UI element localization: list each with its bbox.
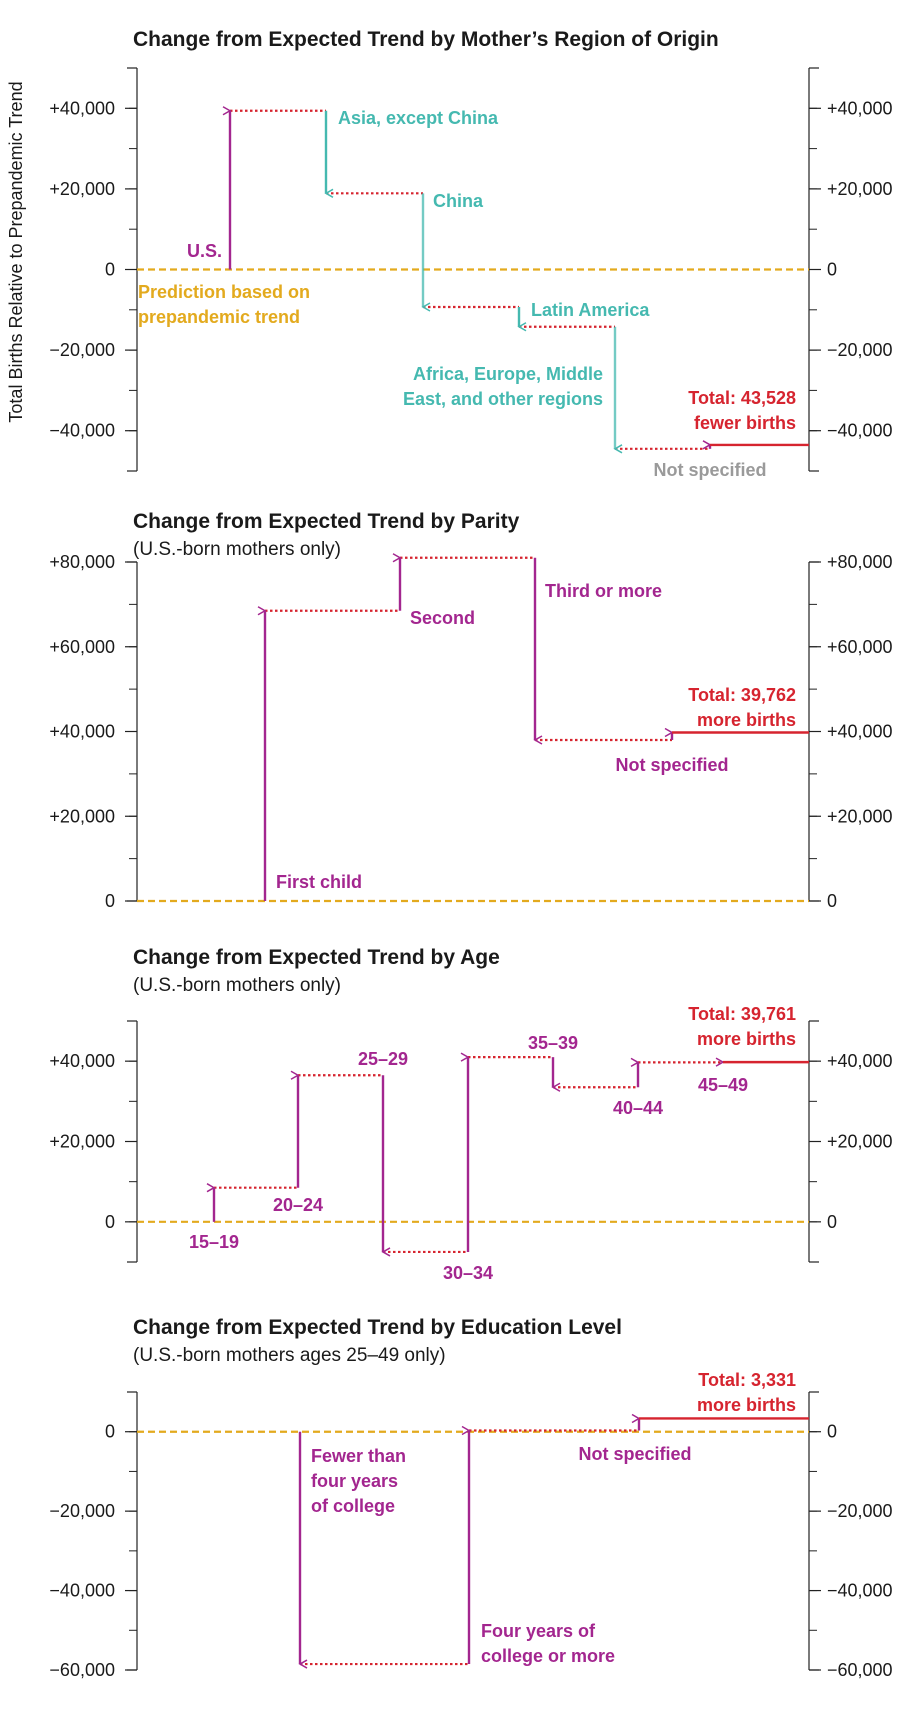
right-tick-label: +40,000 <box>827 1051 893 1071</box>
left-tick-label: −60,000 <box>49 1660 115 1680</box>
step-label: Not specified <box>615 755 728 775</box>
right-tick-label: −20,000 <box>827 1501 893 1521</box>
step-label: China <box>433 191 484 211</box>
chart-education: Change from Expected Trend by Education … <box>49 1316 892 1680</box>
chart-age: Change from Expected Trend by Age (U.S.-… <box>49 946 892 1283</box>
right-tick-label: +40,000 <box>827 98 893 118</box>
left-tick-label: +40,000 <box>49 1051 115 1071</box>
total-label: more births <box>697 710 796 730</box>
chart-title: Change from Expected Trend by Mother’s R… <box>133 28 719 51</box>
step-label: 35–39 <box>528 1033 578 1053</box>
right-tick-label: +20,000 <box>827 806 893 826</box>
step-label: Third or more <box>545 581 662 601</box>
right-tick-label: −60,000 <box>827 1660 893 1680</box>
y-axis-label: Total Births Relative to Prepandemic Tre… <box>6 81 26 422</box>
left-tick-label: 0 <box>105 260 115 280</box>
right-tick-label: +60,000 <box>827 637 893 657</box>
left-tick-label: −40,000 <box>49 421 115 441</box>
step-label: Not specified <box>578 1444 691 1464</box>
step-label: college or more <box>481 1646 615 1666</box>
total-label: more births <box>697 1395 796 1415</box>
chart-title: Change from Expected Trend by Parity <box>133 510 520 533</box>
step-label: Africa, Europe, Middle <box>413 364 603 384</box>
chart-parity: Change from Expected Trend by Parity (U.… <box>49 510 892 911</box>
left-tick-label: +20,000 <box>49 806 115 826</box>
step-label: Asia, except China <box>338 108 499 128</box>
left-tick-label: −20,000 <box>49 1501 115 1521</box>
step-label: 20–24 <box>273 1195 323 1215</box>
right-tick-label: 0 <box>827 1422 837 1442</box>
left-tick-label: +40,000 <box>49 98 115 118</box>
right-tick-label: −20,000 <box>827 340 893 360</box>
left-tick-label: 0 <box>105 1422 115 1442</box>
step-label: of college <box>311 1496 395 1516</box>
right-tick-label: +20,000 <box>827 179 893 199</box>
left-tick-label: 0 <box>105 1212 115 1232</box>
step-label: 25–29 <box>358 1049 408 1069</box>
left-tick-label: +20,000 <box>49 179 115 199</box>
total-label: more births <box>697 1029 796 1049</box>
right-tick-label: −40,000 <box>827 1581 893 1601</box>
step-label: 15–19 <box>189 1232 239 1252</box>
step-label: East, and other regions <box>403 389 603 409</box>
chart-subtitle: (U.S.-born mothers only) <box>133 539 341 560</box>
chart-title: Change from Expected Trend by Age <box>133 946 500 969</box>
step-label: 30–34 <box>443 1263 493 1283</box>
right-tick-label: +20,000 <box>827 1132 893 1152</box>
step-label: First child <box>276 872 362 892</box>
right-tick-label: 0 <box>827 260 837 280</box>
total-label: fewer births <box>694 413 796 433</box>
step-label: Four years of <box>481 1621 596 1641</box>
right-tick-label: +80,000 <box>827 552 893 572</box>
step-label: Latin America <box>531 300 650 320</box>
total-label: Total: 43,528 <box>688 388 796 408</box>
chart-title: Change from Expected Trend by Education … <box>133 1316 622 1339</box>
chart-subtitle: (U.S.-born mothers ages 25–49 only) <box>133 1345 446 1366</box>
step-label: four years <box>311 1471 398 1491</box>
total-label: Total: 3,331 <box>698 1370 796 1390</box>
baseline-label: Prediction based on <box>138 282 310 302</box>
chart-region-of-origin: Change from Expected Trend by Mother’s R… <box>49 28 892 480</box>
step-label: Fewer than <box>311 1446 406 1466</box>
left-tick-label: +80,000 <box>49 552 115 572</box>
left-tick-label: +20,000 <box>49 1132 115 1152</box>
left-tick-label: −20,000 <box>49 340 115 360</box>
step-label: 45–49 <box>698 1075 748 1095</box>
total-label: Total: 39,762 <box>688 685 796 705</box>
right-tick-label: +40,000 <box>827 722 893 742</box>
baseline-label: prepandemic trend <box>138 307 300 327</box>
step-label: 40–44 <box>613 1098 663 1118</box>
step-label: U.S. <box>187 241 222 261</box>
right-tick-label: 0 <box>827 1212 837 1232</box>
left-tick-label: +40,000 <box>49 722 115 742</box>
chart-subtitle: (U.S.-born mothers only) <box>133 975 341 996</box>
total-label: Total: 39,761 <box>688 1004 796 1024</box>
step-label: Second <box>410 608 475 628</box>
left-tick-label: −40,000 <box>49 1581 115 1601</box>
left-tick-label: 0 <box>105 891 115 911</box>
step-label: Not specified <box>653 460 766 480</box>
left-tick-label: +60,000 <box>49 637 115 657</box>
right-tick-label: 0 <box>827 891 837 911</box>
right-tick-label: −40,000 <box>827 421 893 441</box>
